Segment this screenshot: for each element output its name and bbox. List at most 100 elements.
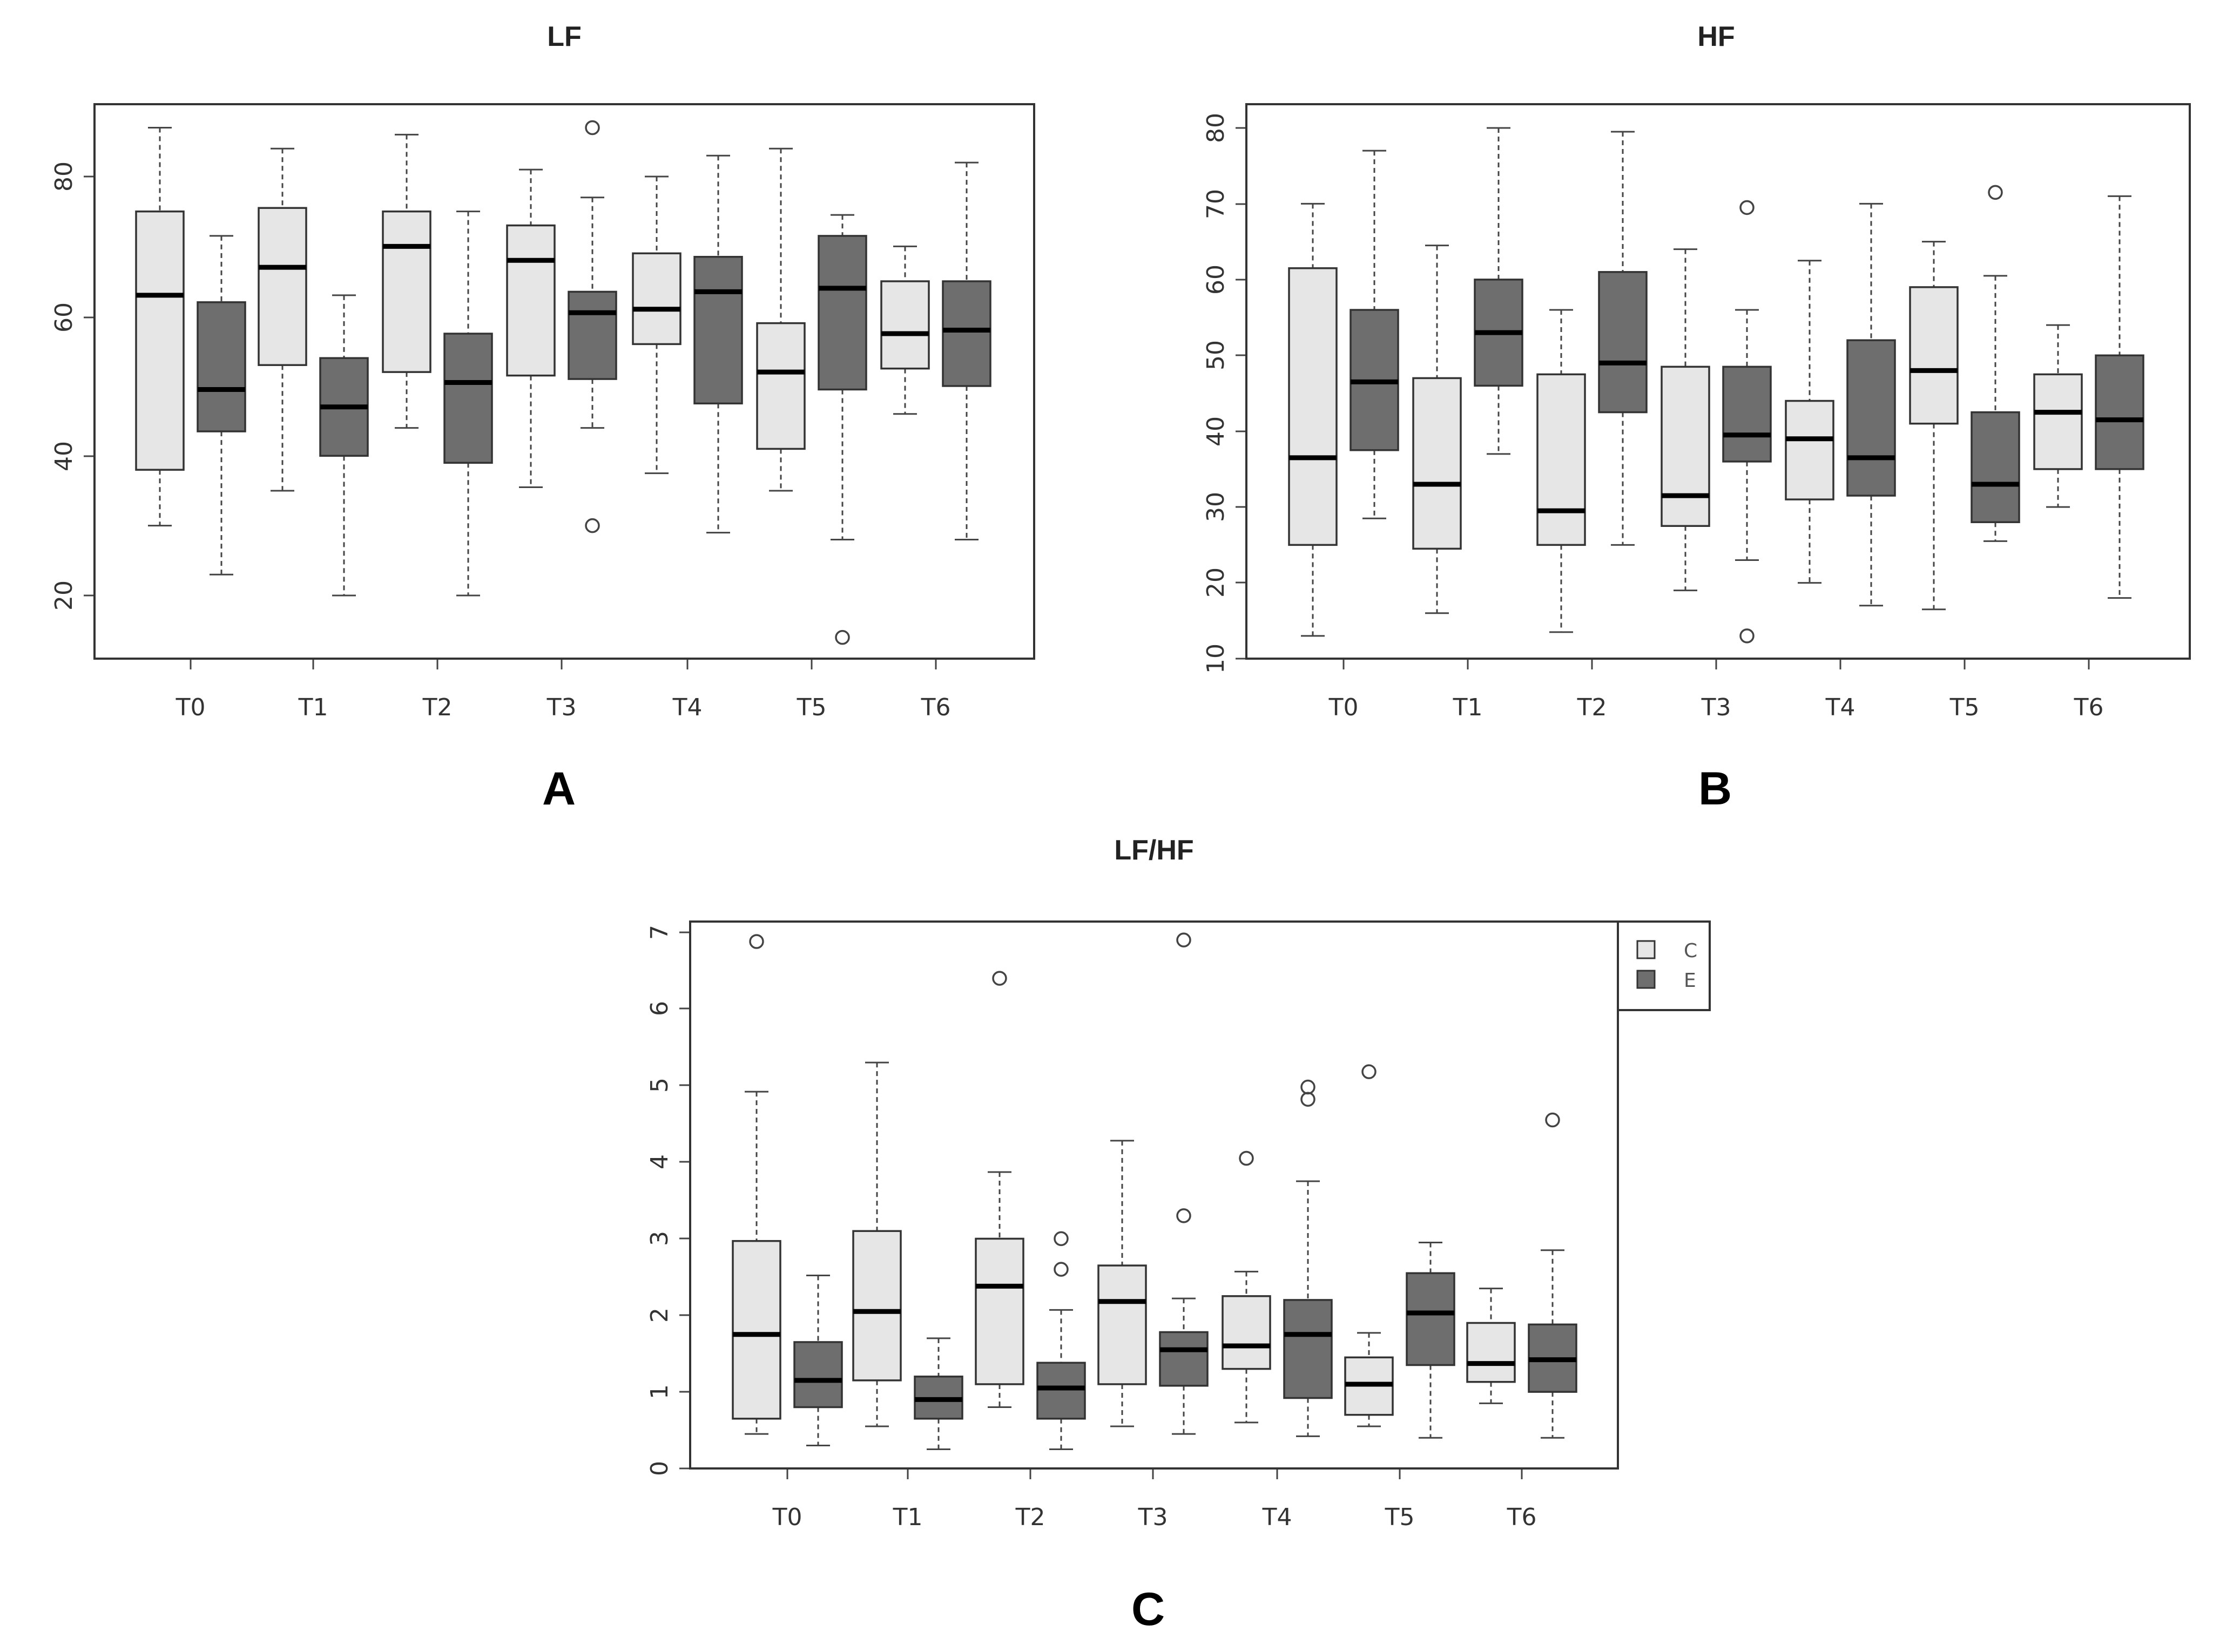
y-tick-label: 20 xyxy=(50,580,78,611)
box-C-T4 xyxy=(1222,1150,1271,1424)
box-C-T1 xyxy=(852,1061,902,1427)
iqr-box xyxy=(1536,373,1586,546)
y-tick-label: 0 xyxy=(646,1461,673,1476)
box-E-T5 xyxy=(1406,1242,1455,1439)
box-E-T3 xyxy=(568,120,617,533)
iqr-box xyxy=(880,280,930,370)
x-tick-label: T5 xyxy=(1385,1504,1415,1531)
iqr-box xyxy=(258,207,307,366)
outlier-point xyxy=(1054,1262,1069,1277)
plot-frame xyxy=(93,103,1035,660)
box-E-T3 xyxy=(1159,932,1209,1435)
box-C-T6 xyxy=(1466,1288,1516,1404)
outlier-point xyxy=(585,120,600,136)
chart-title: LF/HF xyxy=(1114,835,1193,866)
outlier-point xyxy=(835,629,850,645)
iqr-box xyxy=(2095,354,2144,470)
box-C-T6 xyxy=(880,245,930,415)
iqr-box xyxy=(1288,267,1338,546)
x-tick-label: T3 xyxy=(546,694,577,721)
y-tick-label: 5 xyxy=(646,1078,673,1093)
box-E-T3 xyxy=(1722,200,1772,644)
outlier-point xyxy=(1176,932,1191,947)
box-C-T1 xyxy=(258,147,307,492)
panel-label: C xyxy=(1131,1583,1165,1635)
box-E-T4 xyxy=(1846,202,1896,607)
y-tick-label: 7 xyxy=(646,925,673,940)
panel-label: B xyxy=(1698,763,1732,815)
y-tick-label: 60 xyxy=(50,302,78,333)
box-C-T5 xyxy=(1344,1064,1394,1427)
iqr-box xyxy=(1159,1331,1209,1387)
x-tick-label: T4 xyxy=(672,694,703,721)
outlier-point xyxy=(1176,1208,1191,1223)
box-E-T4 xyxy=(1283,1079,1333,1437)
box-E-T1 xyxy=(319,294,369,597)
box-C-T3 xyxy=(1097,1140,1147,1427)
iqr-box xyxy=(1846,339,1896,497)
box-E-T2 xyxy=(1598,131,1648,546)
iqr-box xyxy=(1097,1264,1147,1385)
outlier-point xyxy=(585,518,600,533)
y-tick-label: 10 xyxy=(1202,644,1230,674)
x-tick-label: T0 xyxy=(1328,694,1359,721)
outlier-point xyxy=(749,934,764,949)
box-E-T6 xyxy=(2095,195,2144,599)
iqr-box xyxy=(197,301,246,432)
x-tick-label: T3 xyxy=(1701,694,1731,721)
outlier-point xyxy=(1988,185,2003,200)
iqr-box xyxy=(1466,1322,1516,1383)
y-tick-label: 50 xyxy=(1202,340,1230,370)
y-tick-label: 4 xyxy=(646,1154,673,1169)
box-C-T2 xyxy=(382,133,431,429)
box-C-T0 xyxy=(732,934,781,1435)
box-C-T3 xyxy=(1661,248,1710,592)
box-C-T3 xyxy=(506,168,556,489)
iqr-box xyxy=(382,210,431,373)
box-C-T4 xyxy=(632,175,682,475)
legend-swatch-C xyxy=(1636,940,1656,959)
y-tick-label: 2 xyxy=(646,1308,673,1323)
x-tick-label: T6 xyxy=(1507,1504,1537,1531)
x-tick-label: T1 xyxy=(893,1504,923,1531)
x-tick-label: T4 xyxy=(1825,694,1856,721)
plot-frame xyxy=(689,920,1619,1470)
x-tick-label: T0 xyxy=(176,694,206,721)
iqr-box xyxy=(568,290,617,380)
box-E-T0 xyxy=(1350,150,1399,519)
legend-swatch-E xyxy=(1636,970,1656,989)
chart-title: LF xyxy=(547,21,582,52)
chart-title: HF xyxy=(1697,21,1735,52)
x-tick-label: T1 xyxy=(298,694,328,721)
iqr-box xyxy=(1036,1362,1086,1420)
legend-frame xyxy=(1617,920,1711,1011)
box-E-T2 xyxy=(443,211,493,597)
legend: CE xyxy=(1617,920,1711,1011)
y-tick-label: 40 xyxy=(50,441,78,471)
box-C-T5 xyxy=(1909,241,1959,611)
box-E-T5 xyxy=(818,214,867,645)
box-C-T0 xyxy=(135,126,185,527)
iqr-box xyxy=(632,252,682,346)
box-C-T4 xyxy=(1785,260,1834,584)
x-tick-label: T0 xyxy=(772,1504,802,1531)
y-tick-label: 40 xyxy=(1202,416,1230,446)
y-tick-label: 30 xyxy=(1202,492,1230,522)
plot-frame xyxy=(1245,103,2191,660)
box-E-T0 xyxy=(197,235,246,576)
box-C-T2 xyxy=(1536,309,1586,633)
y-tick-label: 60 xyxy=(1202,265,1230,295)
box-C-T0 xyxy=(1288,202,1338,637)
outlier-point xyxy=(1054,1231,1069,1247)
outlier-point xyxy=(1739,628,1755,644)
y-tick-label: 6 xyxy=(646,1001,673,1016)
y-tick-label: 80 xyxy=(50,161,78,192)
x-tick-label: T5 xyxy=(797,694,827,721)
iqr-box xyxy=(1222,1295,1271,1370)
iqr-box xyxy=(975,1237,1024,1385)
box-C-T6 xyxy=(2033,324,2083,508)
outlier-point xyxy=(1545,1112,1560,1128)
x-tick-label: T2 xyxy=(1015,1504,1045,1531)
x-tick-label: T1 xyxy=(1453,694,1483,721)
